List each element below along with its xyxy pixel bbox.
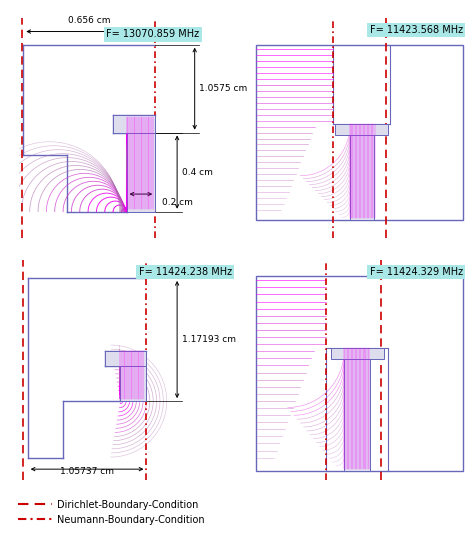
Bar <box>105 351 146 366</box>
Text: F= 11423.568 MHz: F= 11423.568 MHz <box>370 25 463 35</box>
Text: 0.4 cm: 0.4 cm <box>182 168 212 176</box>
Text: 1.17193 cm: 1.17193 cm <box>182 335 236 344</box>
Bar <box>120 366 146 401</box>
Bar <box>349 124 374 220</box>
Text: F= 11424.329 MHz: F= 11424.329 MHz <box>370 267 463 277</box>
Bar <box>127 132 155 212</box>
Bar <box>113 115 155 132</box>
Text: F= 11424.238 MHz: F= 11424.238 MHz <box>139 267 232 277</box>
Legend: Dirichlet-Boundary-Condition, Neumann-Boundary-Condition: Dirichlet-Boundary-Condition, Neumann-Bo… <box>14 496 209 528</box>
Text: 0.656 cm: 0.656 cm <box>68 16 110 25</box>
Bar <box>256 276 463 471</box>
Bar <box>335 124 388 135</box>
Bar <box>344 348 370 471</box>
Text: 0.2 cm: 0.2 cm <box>162 198 192 207</box>
Bar <box>331 348 383 359</box>
Text: 1.05737 cm: 1.05737 cm <box>60 467 114 476</box>
Text: F= 13070.859 MHz: F= 13070.859 MHz <box>106 29 199 39</box>
Bar <box>256 44 463 220</box>
Text: 1.0575 cm: 1.0575 cm <box>199 84 247 93</box>
